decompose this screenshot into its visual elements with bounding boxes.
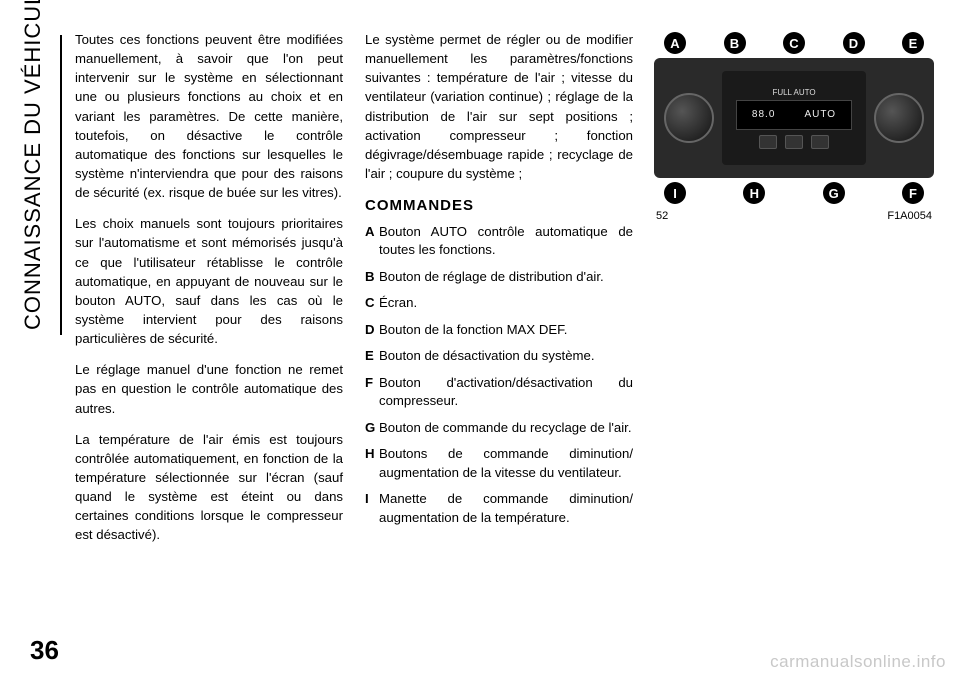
list-item: FBouton d'activation/désactivation du co… (365, 374, 633, 411)
item-text: Bouton de la fonction MAX DEF. (379, 321, 567, 339)
callout-circle: B (724, 32, 746, 54)
list-item: GBouton de commande du recyclage de l'ai… (365, 419, 633, 437)
climate-panel: FULL AUTO 88.0 AUTO (654, 58, 934, 178)
fan-buttons (759, 135, 829, 149)
callout-circle: C (783, 32, 805, 54)
item-text: Manette de commande diminution/ augmenta… (379, 490, 633, 527)
temp-readout: 88.0 (752, 109, 775, 120)
paragraph: Le système permet de régler ou de modifi… (365, 30, 633, 183)
item-label: B (365, 268, 379, 286)
callout-circle: F (902, 182, 924, 204)
commands-list: ABouton AUTO contrôle automatique de tou… (365, 223, 633, 527)
callout-circle: E (902, 32, 924, 54)
auto-indicator: AUTO (804, 109, 836, 120)
figure-caption: 52 F1A0054 (654, 210, 934, 222)
list-item: HBoutons de commande diminution/ augment… (365, 445, 633, 482)
item-text: Boutons de commande diminution/ augmenta… (379, 445, 633, 482)
fan-icon (785, 135, 803, 149)
paragraph: Toutes ces fonctions peuvent être modifi… (75, 30, 343, 202)
callout-circle: G (823, 182, 845, 204)
center-display: FULL AUTO 88.0 AUTO (722, 71, 866, 165)
item-label: E (365, 347, 379, 365)
item-text: Bouton AUTO contrôle automatique de tout… (379, 223, 633, 260)
full-auto-label: FULL AUTO (772, 88, 815, 97)
lcd-screen: 88.0 AUTO (736, 100, 851, 130)
item-label: D (365, 321, 379, 339)
figure-code: F1A0054 (887, 210, 932, 222)
list-item: DBouton de la fonction MAX DEF. (365, 321, 633, 339)
watermark: carmanualsonline.info (770, 652, 946, 672)
paragraph: Le réglage manuel d'une fonction ne reme… (75, 360, 343, 417)
callout-circle: A (664, 32, 686, 54)
list-item: BBouton de réglage de distribution d'air… (365, 268, 633, 286)
column-1: Toutes ces fonctions peuvent être modifi… (75, 30, 343, 557)
list-item: EBouton de désactivation du système. (365, 347, 633, 365)
temperature-knob (664, 93, 714, 143)
list-item: IManette de commande diminution/ augment… (365, 490, 633, 527)
callouts-top: A B C D E (654, 32, 934, 54)
paragraph: La température de l'air émis est toujour… (75, 430, 343, 545)
list-item: ABouton AUTO contrôle automatique de tou… (365, 223, 633, 260)
climate-control-figure: A B C D E FULL AUTO 88.0 AUTO (654, 32, 934, 222)
paragraph: Les choix manuels sont toujours priorita… (75, 214, 343, 348)
body-columns: Toutes ces fonctions peuvent être modifi… (75, 30, 635, 557)
item-text: Bouton d'activation/désactivation du com… (379, 374, 633, 411)
mode-knob (874, 93, 924, 143)
list-item: CÉcran. (365, 294, 633, 312)
section-title-vertical: CONNAISSANCE DU VÉHICULE (20, 0, 46, 330)
item-label: G (365, 419, 379, 437)
figure-number: 52 (656, 210, 668, 222)
item-label: A (365, 223, 379, 260)
callouts-bottom: I H G F (654, 182, 934, 204)
item-label: C (365, 294, 379, 312)
item-label: H (365, 445, 379, 482)
item-text: Écran. (379, 294, 417, 312)
item-text: Bouton de réglage de distribution d'air. (379, 268, 604, 286)
callout-circle: H (743, 182, 765, 204)
page: CONNAISSANCE DU VÉHICULE 36 Toutes ces f… (0, 0, 960, 686)
item-text: Bouton de désactivation du système. (379, 347, 595, 365)
callout-circle: I (664, 182, 686, 204)
item-text: Bouton de commande du recyclage de l'air… (379, 419, 632, 437)
item-label: F (365, 374, 379, 411)
item-label: I (365, 490, 379, 527)
sidebar-divider (60, 35, 62, 335)
column-2: Le système permet de régler ou de modifi… (365, 30, 633, 557)
fan-plus-icon (811, 135, 829, 149)
fan-minus-icon (759, 135, 777, 149)
page-number: 36 (30, 635, 59, 666)
callout-circle: D (843, 32, 865, 54)
commands-heading: COMMANDES (365, 195, 633, 217)
